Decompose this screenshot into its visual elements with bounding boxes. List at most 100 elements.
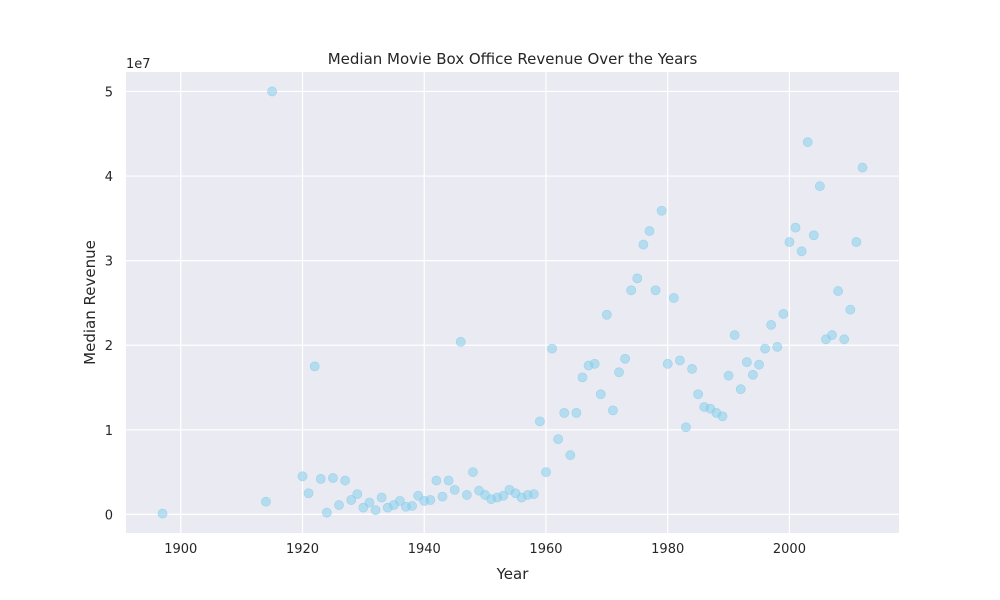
data-point [851,237,862,247]
data-point [626,285,637,296]
data-point [346,495,357,505]
data-point [839,334,850,345]
data-point [668,292,679,303]
data-point [650,285,661,296]
y-tick-label: 3 [105,255,113,270]
x-tick-label: 1980 [651,542,684,557]
chart-title: Median Movie Box Office Revenue Over the… [328,50,698,68]
data-point [662,358,673,369]
x-grid [180,72,791,533]
data-point [620,353,631,364]
data-point [772,342,783,352]
data-point [498,490,509,501]
data-point [577,372,588,383]
data-point [784,237,795,247]
data-point [553,434,564,445]
data-point [565,450,576,461]
data-point [340,475,351,486]
data-point [443,475,454,486]
x-tick-label: 1960 [529,542,562,557]
data-point [735,384,746,395]
data-point [595,389,606,400]
data-point [303,488,314,499]
data-point [352,489,363,499]
x-tick-label: 1920 [286,542,319,557]
data-point [541,467,551,477]
data-point [723,370,734,381]
data-point [601,309,612,320]
data-point [431,475,442,486]
data-point [827,330,837,340]
y-grid [126,90,899,515]
data-point [589,358,600,369]
y-tick-label: 2 [105,339,113,354]
data-point [802,137,813,148]
data-point [857,162,868,173]
data-point [681,422,691,433]
data-point [559,407,570,418]
data-point [437,491,448,502]
data-point [814,181,825,192]
data-point [321,507,332,518]
data-point [656,205,667,216]
data-point [455,336,466,347]
data-point [644,226,655,236]
data-point [608,405,618,416]
data-point [468,467,478,477]
data-point [729,330,740,340]
data-point [157,508,168,519]
data-point [461,490,472,500]
data-point [297,471,308,482]
data-point [766,320,777,330]
data-point [394,495,405,506]
x-tick-label: 1940 [408,542,441,557]
data-point [796,246,807,257]
data-point [309,361,320,372]
y-tick-label: 0 [105,508,113,523]
data-point [376,492,387,503]
data-point [528,489,539,499]
data-point [693,389,704,400]
y-tick-label: 4 [105,170,113,185]
data-point [760,343,770,354]
data-point [741,357,752,368]
data-point [370,505,381,516]
data-points [157,86,868,519]
data-point [547,343,557,354]
y-tick-label: 1 [105,424,113,439]
y-axis-label: Median Revenue [81,240,99,365]
data-point [334,500,344,510]
data-point [328,473,338,483]
data-point [638,239,649,250]
x-tick-labels: 1900 1920 1940 1960 1980 2000 [164,542,806,557]
data-point [808,230,819,241]
data-point [449,484,460,495]
data-point [754,359,764,370]
data-point [778,309,789,319]
data-point [364,497,375,508]
data-point [571,407,582,418]
data-point [833,286,844,296]
x-axis-label: Year [496,565,530,583]
data-point [425,495,436,505]
data-point [261,496,271,507]
plot-area [126,72,899,533]
data-point [748,369,758,380]
x-tick-label: 1900 [164,542,197,557]
data-point [717,411,728,422]
y-tick-label: 5 [105,85,113,100]
data-point [790,222,801,233]
data-point [687,364,697,374]
data-point [845,304,856,315]
data-point [407,501,417,511]
data-point [315,473,326,484]
data-point [534,416,545,427]
data-point [674,355,685,366]
x-tick-label: 2000 [773,542,806,557]
data-point [614,367,624,378]
data-point [267,86,277,97]
y-tick-labels: 0 1 2 3 4 5 [105,85,113,523]
y-scale-label: 1e7 [126,57,151,72]
data-point [632,273,643,284]
